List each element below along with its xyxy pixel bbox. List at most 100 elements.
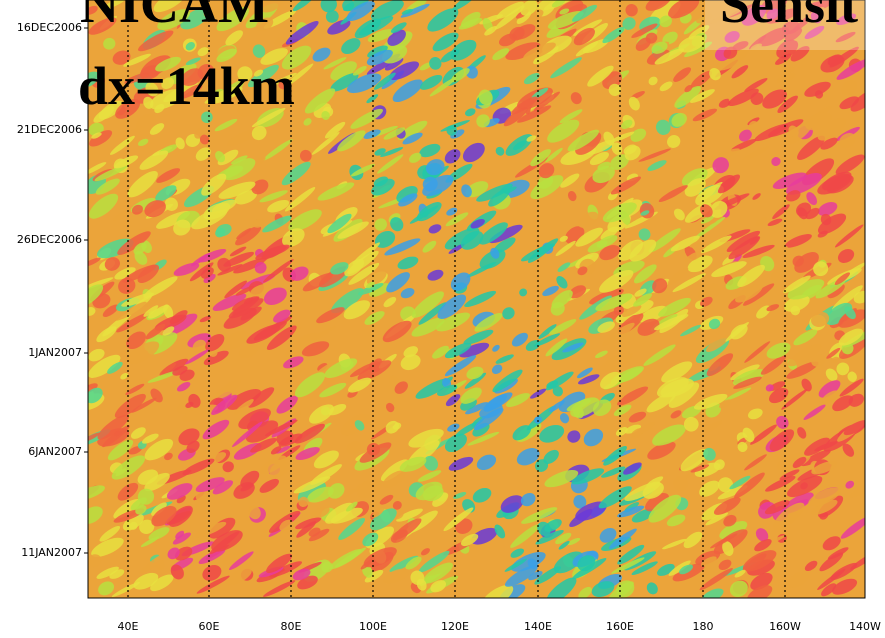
field-patch (617, 505, 645, 518)
field-patch (804, 437, 830, 456)
field-patch (577, 266, 588, 276)
field-patch (749, 236, 760, 245)
field-patch (639, 305, 668, 323)
field-patch (248, 505, 261, 520)
field-patch (325, 10, 339, 23)
field-patch (724, 31, 740, 43)
field-patch (225, 568, 252, 586)
field-patch (422, 485, 444, 502)
field-patch (208, 517, 236, 539)
field-patch (91, 537, 124, 557)
field-patch (503, 106, 528, 127)
field-patch (327, 213, 352, 234)
field-patch (837, 249, 855, 264)
field-patch (483, 392, 513, 412)
field-patch (470, 218, 485, 229)
field-patch (790, 305, 801, 316)
field-patch (737, 264, 765, 288)
field-patch (445, 394, 461, 407)
field-patch (281, 161, 311, 186)
field-patch (237, 66, 253, 82)
x-tick-label: 120E (441, 620, 469, 633)
field-patch (539, 424, 565, 443)
field-patch (801, 449, 831, 467)
field-patch (285, 369, 302, 384)
field-patch (787, 279, 825, 300)
field-patch (308, 527, 321, 537)
field-patch (418, 302, 447, 325)
field-patch (302, 273, 333, 292)
field-patch (850, 89, 865, 112)
field-patch (575, 227, 603, 247)
field-patch (603, 445, 627, 466)
field-patch (398, 193, 418, 207)
field-patch (308, 528, 330, 542)
field-patch (689, 239, 705, 248)
field-patch (556, 275, 568, 289)
field-patch (656, 377, 689, 398)
field-patch (674, 86, 701, 108)
field-patch (131, 397, 157, 413)
field-patch (755, 528, 769, 542)
field-patch (267, 199, 290, 213)
field-patch (294, 372, 326, 398)
field-patch (521, 507, 558, 524)
field-patch (172, 365, 188, 376)
field-patch (547, 119, 580, 143)
field-patch (122, 378, 149, 395)
field-patch (123, 53, 151, 67)
field-patch (690, 70, 713, 89)
field-patch (834, 224, 864, 248)
field-patch (750, 43, 762, 51)
field-patch (530, 388, 547, 399)
field-patch (432, 32, 459, 52)
field-patch (422, 176, 438, 192)
field-patch (151, 505, 177, 527)
field-patch (357, 479, 382, 499)
field-patch (776, 72, 796, 84)
field-patch (366, 281, 375, 289)
field-patch (659, 81, 673, 92)
field-patch (683, 41, 713, 58)
field-patch (462, 142, 485, 163)
field-patch (598, 486, 632, 509)
field-patch (595, 293, 633, 312)
field-patch (750, 424, 777, 445)
field-patch (711, 261, 747, 278)
field-patch (384, 238, 421, 256)
field-patch (643, 344, 676, 366)
field-patch (719, 521, 748, 540)
field-patch (726, 230, 761, 253)
field-patch (621, 304, 642, 317)
field-patch (530, 149, 552, 167)
field-patch (206, 86, 243, 104)
field-patch (114, 393, 146, 419)
field-patch (484, 26, 498, 36)
field-patch (744, 78, 768, 93)
field-patch (422, 240, 437, 253)
field-patch (599, 269, 634, 293)
field-patch (504, 558, 527, 572)
field-patch (747, 585, 773, 598)
field-patch (463, 329, 494, 345)
field-patch (766, 304, 780, 312)
field-patch (517, 105, 552, 123)
field-patch (571, 468, 605, 485)
field-patch (114, 155, 139, 169)
field-patch (235, 285, 255, 296)
field-patch (88, 193, 119, 219)
field-patch (511, 96, 538, 115)
field-patch (222, 461, 234, 473)
field-patch (710, 533, 738, 549)
field-patch (288, 209, 322, 232)
field-patch (645, 492, 669, 512)
field-patch (732, 41, 749, 51)
field-patch (127, 171, 158, 198)
field-patch (126, 331, 146, 350)
field-patch (201, 173, 227, 196)
field-patch (570, 92, 582, 105)
field-patch (103, 37, 116, 50)
field-patch (88, 277, 114, 292)
field (88, 0, 865, 598)
field-patch (835, 31, 856, 43)
